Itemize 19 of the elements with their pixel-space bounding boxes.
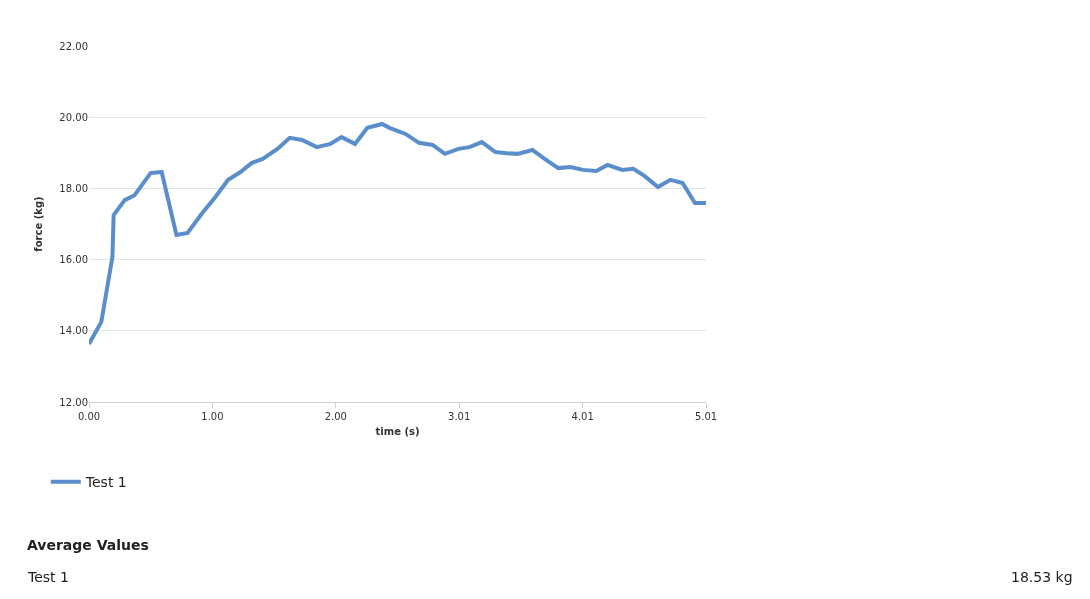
x-tick-label: 3.01 xyxy=(448,411,471,422)
y-tick-label: 14.00 xyxy=(59,325,88,337)
y-tick-label: 18.00 xyxy=(59,182,88,194)
text: Average Values xyxy=(27,537,149,553)
x-tick-label: 2.00 xyxy=(324,411,347,422)
text: Test 1 xyxy=(27,569,69,585)
y-tick-label: 22.00 xyxy=(59,40,88,52)
line-series xyxy=(89,121,706,346)
y-tick-label: 12.00 xyxy=(59,396,88,408)
x-tick-label: 4.01 xyxy=(571,411,594,422)
y-tick-label: 20.00 xyxy=(59,111,88,123)
y-axis-title: force (kg) xyxy=(33,196,45,252)
x-tick-label: 0.00 xyxy=(77,411,101,422)
x-axis-title: time (s) xyxy=(375,425,420,437)
x-tick-label: 1.00 xyxy=(201,411,224,422)
legend-label: Test 1 xyxy=(84,474,127,491)
text: 18.53 kg xyxy=(1011,569,1073,585)
x-tick-label: 5.01 xyxy=(694,411,718,422)
y-tick-label: 16.00 xyxy=(59,254,88,266)
